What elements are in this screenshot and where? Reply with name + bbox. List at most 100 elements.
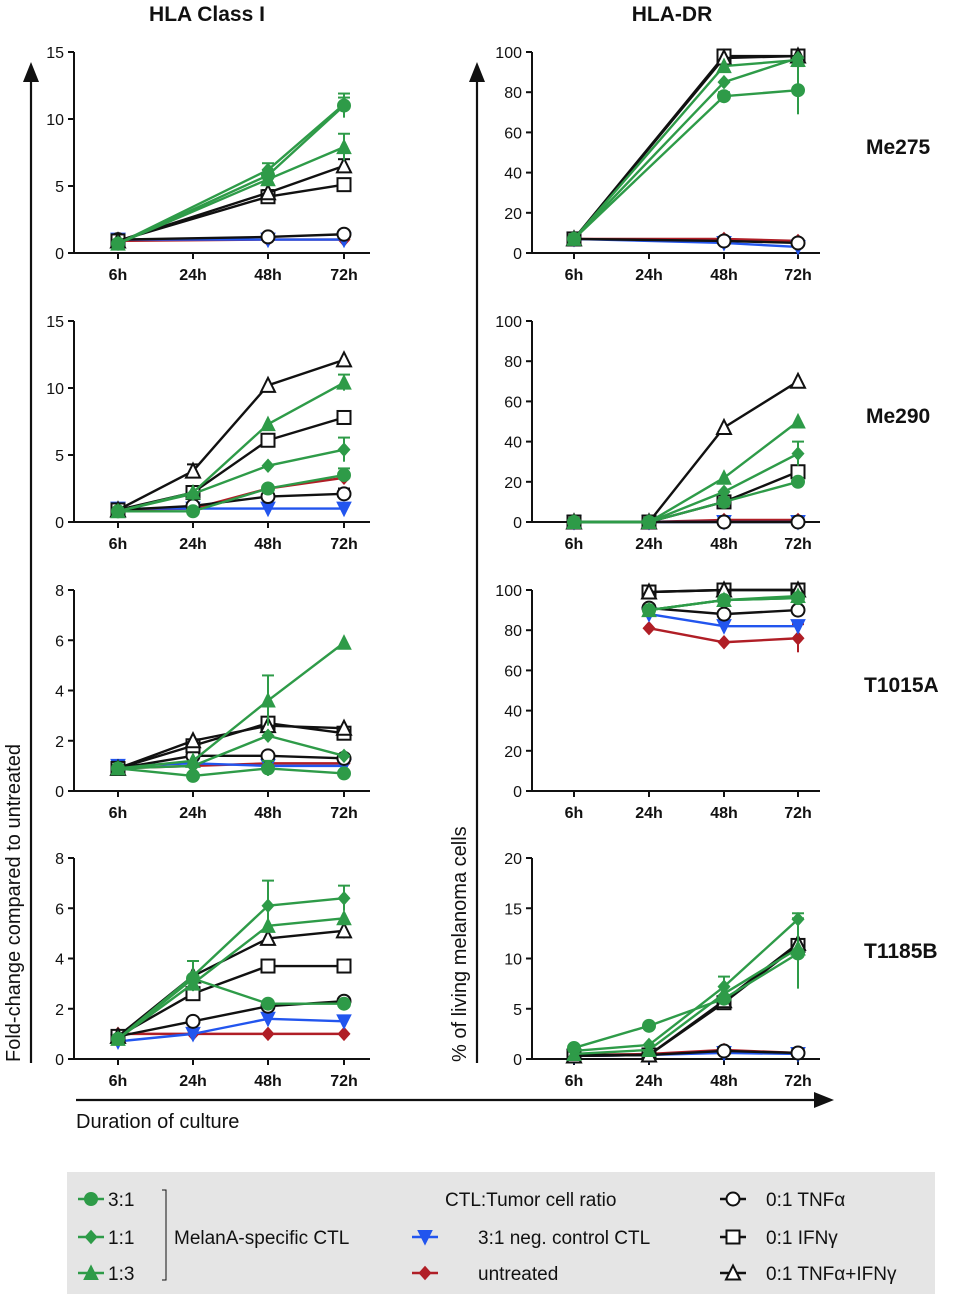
x-tick-label: 72h: [784, 536, 812, 553]
y-tick-label: 0: [513, 246, 522, 263]
y-tick-label: 100: [495, 45, 522, 62]
y-tick-label: 60: [504, 394, 522, 411]
data-point: [716, 469, 732, 485]
data-point: [337, 890, 351, 906]
y-tick-label: 60: [504, 663, 522, 680]
series-line: [117, 1017, 345, 1043]
y-tick-label: 80: [504, 85, 522, 102]
data-point: [567, 231, 581, 246]
x-tick-label: 6h: [109, 536, 128, 553]
series-line: [117, 641, 345, 770]
legend-marker-neg: [417, 1230, 433, 1246]
y-arrow-left-head: [23, 62, 39, 82]
data-point: [642, 515, 656, 529]
series-line: [117, 977, 344, 1040]
x-tick-label: 72h: [330, 536, 358, 553]
data-point: [186, 486, 200, 502]
data-point: [790, 1045, 806, 1061]
global-y-label-left: Fold-change compared to untreated: [3, 744, 25, 1062]
series-line: [573, 88, 799, 240]
y-tick-label: 100: [495, 583, 522, 600]
y-tick-label: 10: [504, 952, 522, 969]
legend-marker-unt: [418, 1265, 432, 1281]
legend-marker-both: [724, 1263, 742, 1281]
data-point: [111, 504, 125, 519]
series-line: [117, 492, 345, 512]
series-line: [573, 54, 799, 240]
data-point: [790, 412, 806, 429]
data-point: [186, 768, 200, 783]
data-point: [790, 619, 806, 635]
data-point: [335, 718, 353, 736]
x-tick-label: 48h: [254, 805, 282, 822]
x-tick-label: 24h: [635, 536, 663, 553]
series-line: [117, 724, 345, 770]
data-point: [261, 1026, 275, 1042]
data-point: [716, 233, 732, 249]
data-point: [337, 442, 351, 457]
series-s31: [567, 474, 805, 529]
data-point: [260, 958, 276, 974]
data-point: [791, 474, 805, 489]
data-point: [716, 1043, 732, 1059]
y-tick-label: 0: [55, 246, 64, 263]
legend-label-tnfa-ifng: 0:1 TNFα+IFNγ: [766, 1264, 897, 1285]
series-s31: [567, 917, 805, 1055]
x-tick-label: 48h: [710, 1073, 738, 1090]
col-title-hla-dr: HLA-DR: [632, 3, 712, 26]
data-point: [567, 1040, 581, 1055]
col-title-hla-class-i: HLA Class I: [149, 3, 265, 26]
x-tick-label: 48h: [254, 1073, 282, 1090]
y-tick-label: 8: [55, 583, 64, 600]
data-point: [717, 494, 731, 509]
series-line: [117, 734, 345, 770]
series-line: [118, 473, 345, 513]
series-unt: [642, 620, 805, 653]
y-arrow-right-head: [469, 62, 485, 82]
data-point: [791, 50, 805, 66]
data-point: [336, 374, 352, 390]
data-point: [336, 409, 352, 425]
series-s31: [642, 591, 805, 618]
y-tick-label: 20: [504, 206, 522, 223]
x-tick-label: 48h: [254, 267, 282, 284]
data-point: [336, 486, 352, 502]
series-s11: [111, 436, 351, 519]
data-point: [111, 1031, 125, 1046]
series-s13: [110, 373, 352, 519]
data-point: [790, 514, 806, 530]
data-point: [261, 761, 275, 776]
data-point: [336, 177, 352, 193]
panel-me275-hla-class-i: 0 5 10 15 6h 24h 48h 72h: [46, 45, 370, 284]
y-tick-label: 2: [55, 1002, 64, 1019]
legend-label-untreated: untreated: [478, 1264, 558, 1285]
data-point: [261, 728, 275, 743]
data-point: [260, 691, 276, 708]
x-tick-label: 72h: [330, 267, 358, 284]
legend-background: [67, 1172, 935, 1294]
data-point: [259, 375, 277, 393]
data-point: [336, 958, 352, 974]
panel-me290-hla-class-i: 0 5 10 15 6h 24h 48h 72h: [46, 314, 370, 553]
panel-t1015a-hla-dr: 0 20 40 60 80 100 6h 24h 48h 72h: [495, 580, 820, 822]
series-line: [117, 448, 345, 513]
x-tick-label: 72h: [784, 267, 812, 284]
legend-header: CTL:Tumor cell ratio: [445, 1190, 616, 1211]
series-s31: [111, 92, 351, 251]
data-point: [336, 1014, 352, 1030]
data-point: [642, 603, 656, 618]
legend-label-1-1: 1:1: [108, 1228, 134, 1249]
data-point: [261, 168, 275, 183]
data-point: [336, 138, 352, 155]
x-tick-label: 24h: [179, 805, 207, 822]
series-line: [117, 767, 345, 778]
data-point: [335, 921, 353, 939]
series-both: [565, 933, 807, 1064]
data-point: [717, 74, 731, 90]
y-tick-label: 0: [55, 515, 64, 532]
legend-label-1-3: 1:3: [108, 1264, 134, 1285]
legend-marker-s11: [84, 1229, 98, 1245]
data-point: [337, 748, 351, 764]
x-tick-label: 24h: [635, 267, 663, 284]
x-tick-label: 24h: [179, 1073, 207, 1090]
